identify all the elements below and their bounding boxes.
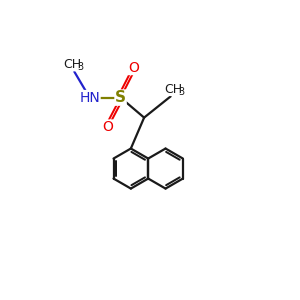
Text: CH: CH bbox=[63, 58, 81, 71]
Text: HN: HN bbox=[79, 91, 100, 105]
Text: O: O bbox=[128, 61, 139, 75]
Text: 3: 3 bbox=[77, 62, 83, 72]
Text: S: S bbox=[115, 90, 126, 105]
Text: 3: 3 bbox=[178, 87, 184, 97]
Text: O: O bbox=[102, 120, 113, 134]
Text: CH: CH bbox=[164, 83, 182, 96]
